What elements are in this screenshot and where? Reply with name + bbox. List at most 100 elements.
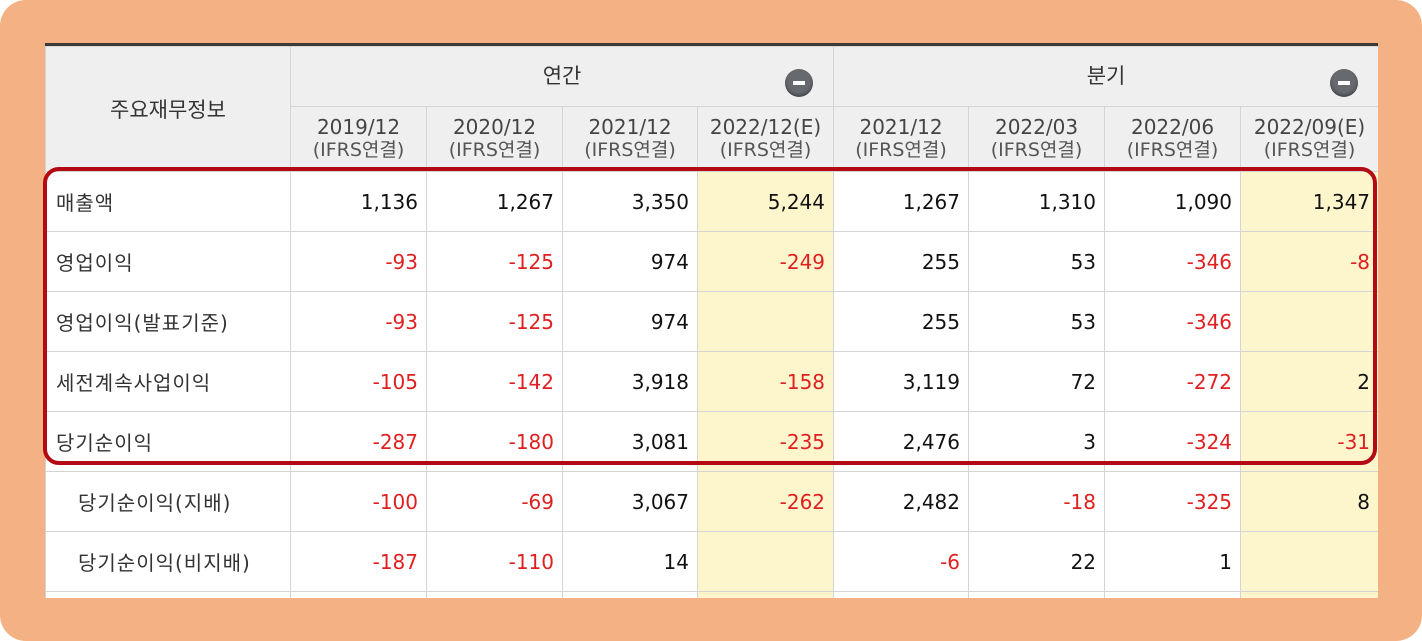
period-basis: (IFRS연결) <box>1126 139 1219 161</box>
value-cell: 3,081 <box>562 411 698 472</box>
value-cell: -100 <box>290 471 427 532</box>
period-header: 2022/03 (IFRS연결) <box>968 106 1106 172</box>
value-cell: 53 <box>968 231 1106 292</box>
table-row: 영업이익 -93 -125 974 -249 255 53 -346 -8 <box>45 231 1378 292</box>
value-cell: 1,347 <box>1240 171 1378 232</box>
value-cell <box>833 591 970 598</box>
value-cell <box>696 591 835 598</box>
period-header: 2022/09(E) (IFRS연결) <box>1240 106 1378 172</box>
value-cell: -69 <box>426 471 563 532</box>
period-header: 2022/12(E) (IFRS연결) <box>696 106 835 172</box>
value-cell <box>290 591 427 598</box>
value-cell: 974 <box>562 291 698 352</box>
period-basis: (IFRS연결) <box>448 139 541 161</box>
value-cell: 1,267 <box>833 171 970 232</box>
row-label: 매출액 <box>45 171 291 232</box>
value-cell: -158 <box>696 351 835 412</box>
table-row: 당기순이익(비지배) -187 -110 14 -6 22 1 <box>45 531 1378 592</box>
period-header: 2021/12 (IFRS연결) <box>833 106 970 172</box>
value-cell: 14 <box>562 531 698 592</box>
value-cell <box>696 531 835 592</box>
group-header-label: 분기 <box>1086 63 1126 88</box>
minus-circle-icon[interactable] <box>1330 69 1359 97</box>
period-basis: (IFRS연결) <box>719 139 812 161</box>
value-cell: -235 <box>696 411 835 472</box>
value-cell <box>1104 591 1242 598</box>
value-cell: -125 <box>426 231 563 292</box>
value-cell: 1,136 <box>290 171 427 232</box>
value-cell: 974 <box>562 231 698 292</box>
group-header: 연간 <box>289 46 835 107</box>
period-basis: (IFRS연결) <box>1263 139 1356 161</box>
period-basis: (IFRS연결) <box>855 139 947 161</box>
value-cell: 2,476 <box>833 411 970 472</box>
value-cell: 1,267 <box>426 171 563 232</box>
value-cell: -272 <box>1104 351 1242 412</box>
top-border <box>45 43 1378 46</box>
period-date: 2020/12 <box>452 115 537 139</box>
value-cell: 1,090 <box>1104 171 1242 232</box>
value-cell: 72 <box>968 351 1106 412</box>
period-date: 2021/12 <box>588 115 672 139</box>
value-cell: -93 <box>290 231 427 292</box>
value-cell: 3,918 <box>562 351 698 412</box>
value-cell: -125 <box>426 291 563 352</box>
value-cell: 22 <box>968 531 1106 592</box>
value-cell: 3,067 <box>562 471 698 532</box>
value-cell: -18 <box>968 471 1106 532</box>
row-label: 영업이익 <box>45 231 291 292</box>
value-cell: -325 <box>1104 471 1242 532</box>
period-header: 2021/12 (IFRS연결) <box>562 106 698 172</box>
value-cell <box>426 591 563 598</box>
period-date: 2021/12 <box>859 115 943 139</box>
value-cell: -142 <box>426 351 563 412</box>
row-label <box>45 591 291 598</box>
period-basis: (IFRS연결) <box>584 139 676 161</box>
value-cell: 2,482 <box>833 471 970 532</box>
period-header: 2019/12 (IFRS연결) <box>290 106 427 172</box>
value-cell: 53 <box>968 291 1106 352</box>
table-row: 영업이익(발표기준) -93 -125 974 255 53 -346 <box>45 291 1378 352</box>
value-cell: -31 <box>1240 411 1378 472</box>
value-cell: -8 <box>1240 231 1378 292</box>
value-cell: 8 <box>1240 471 1378 532</box>
row-label: 당기순이익(지배) <box>45 471 291 532</box>
value-cell <box>562 591 698 598</box>
value-cell: -287 <box>290 411 427 472</box>
value-cell: 3 <box>968 411 1106 472</box>
table-row: 당기순이익 -287 -180 3,081 -235 2,476 3 -324 -31 <box>45 411 1378 472</box>
value-cell: -346 <box>1104 231 1242 292</box>
table-row: 세전계속사업이익 -105 -142 3,918 -158 3,119 72 -272 2 <box>45 351 1378 412</box>
row-label: 당기순이익(비지배) <box>45 531 291 592</box>
value-cell: 1 <box>1104 531 1242 592</box>
value-cell: 3,119 <box>833 351 970 412</box>
value-cell: -93 <box>290 291 427 352</box>
period-date: 2022/03 <box>994 115 1079 139</box>
group-header: 분기 <box>833 46 1378 107</box>
table-row: 당기순이익(지배) -100 -69 3,067 -262 2,482 -18 -325 8 <box>45 471 1378 532</box>
table-row: 매출액 1,136 1,267 3,350 5,244 1,267 1,310 1,090 1,… <box>45 171 1378 232</box>
minus-circle-icon[interactable] <box>785 69 814 97</box>
value-cell: 5,244 <box>696 171 835 232</box>
value-cell: -346 <box>1104 291 1242 352</box>
value-cell <box>968 591 1106 598</box>
period-date: 2019/12 <box>316 115 401 139</box>
period-basis: (IFRS연결) <box>312 139 405 161</box>
value-cell <box>1240 531 1378 592</box>
group-header-label: 연간 <box>542 63 582 88</box>
value-cell: -6 <box>833 531 970 592</box>
value-cell: -249 <box>696 231 835 292</box>
period-basis: (IFRS연결) <box>990 139 1083 161</box>
value-cell: 3,350 <box>562 171 698 232</box>
value-cell: 255 <box>833 231 970 292</box>
value-cell: 1,310 <box>968 171 1106 232</box>
value-cell <box>1240 591 1378 598</box>
period-date: 2022/12(E) <box>709 115 822 139</box>
period-date: 2022/06 <box>1130 115 1215 139</box>
period-header: 2020/12 (IFRS연결) <box>426 106 563 172</box>
value-cell: -110 <box>426 531 563 592</box>
value-cell: -324 <box>1104 411 1242 472</box>
financial-table: 주요재무정보 연간 분기 2019/12 (IFRS연결) 2020/12 (IFRS연… <box>45 46 1378 598</box>
table-row <box>45 591 1378 598</box>
value-cell: -187 <box>290 531 427 592</box>
